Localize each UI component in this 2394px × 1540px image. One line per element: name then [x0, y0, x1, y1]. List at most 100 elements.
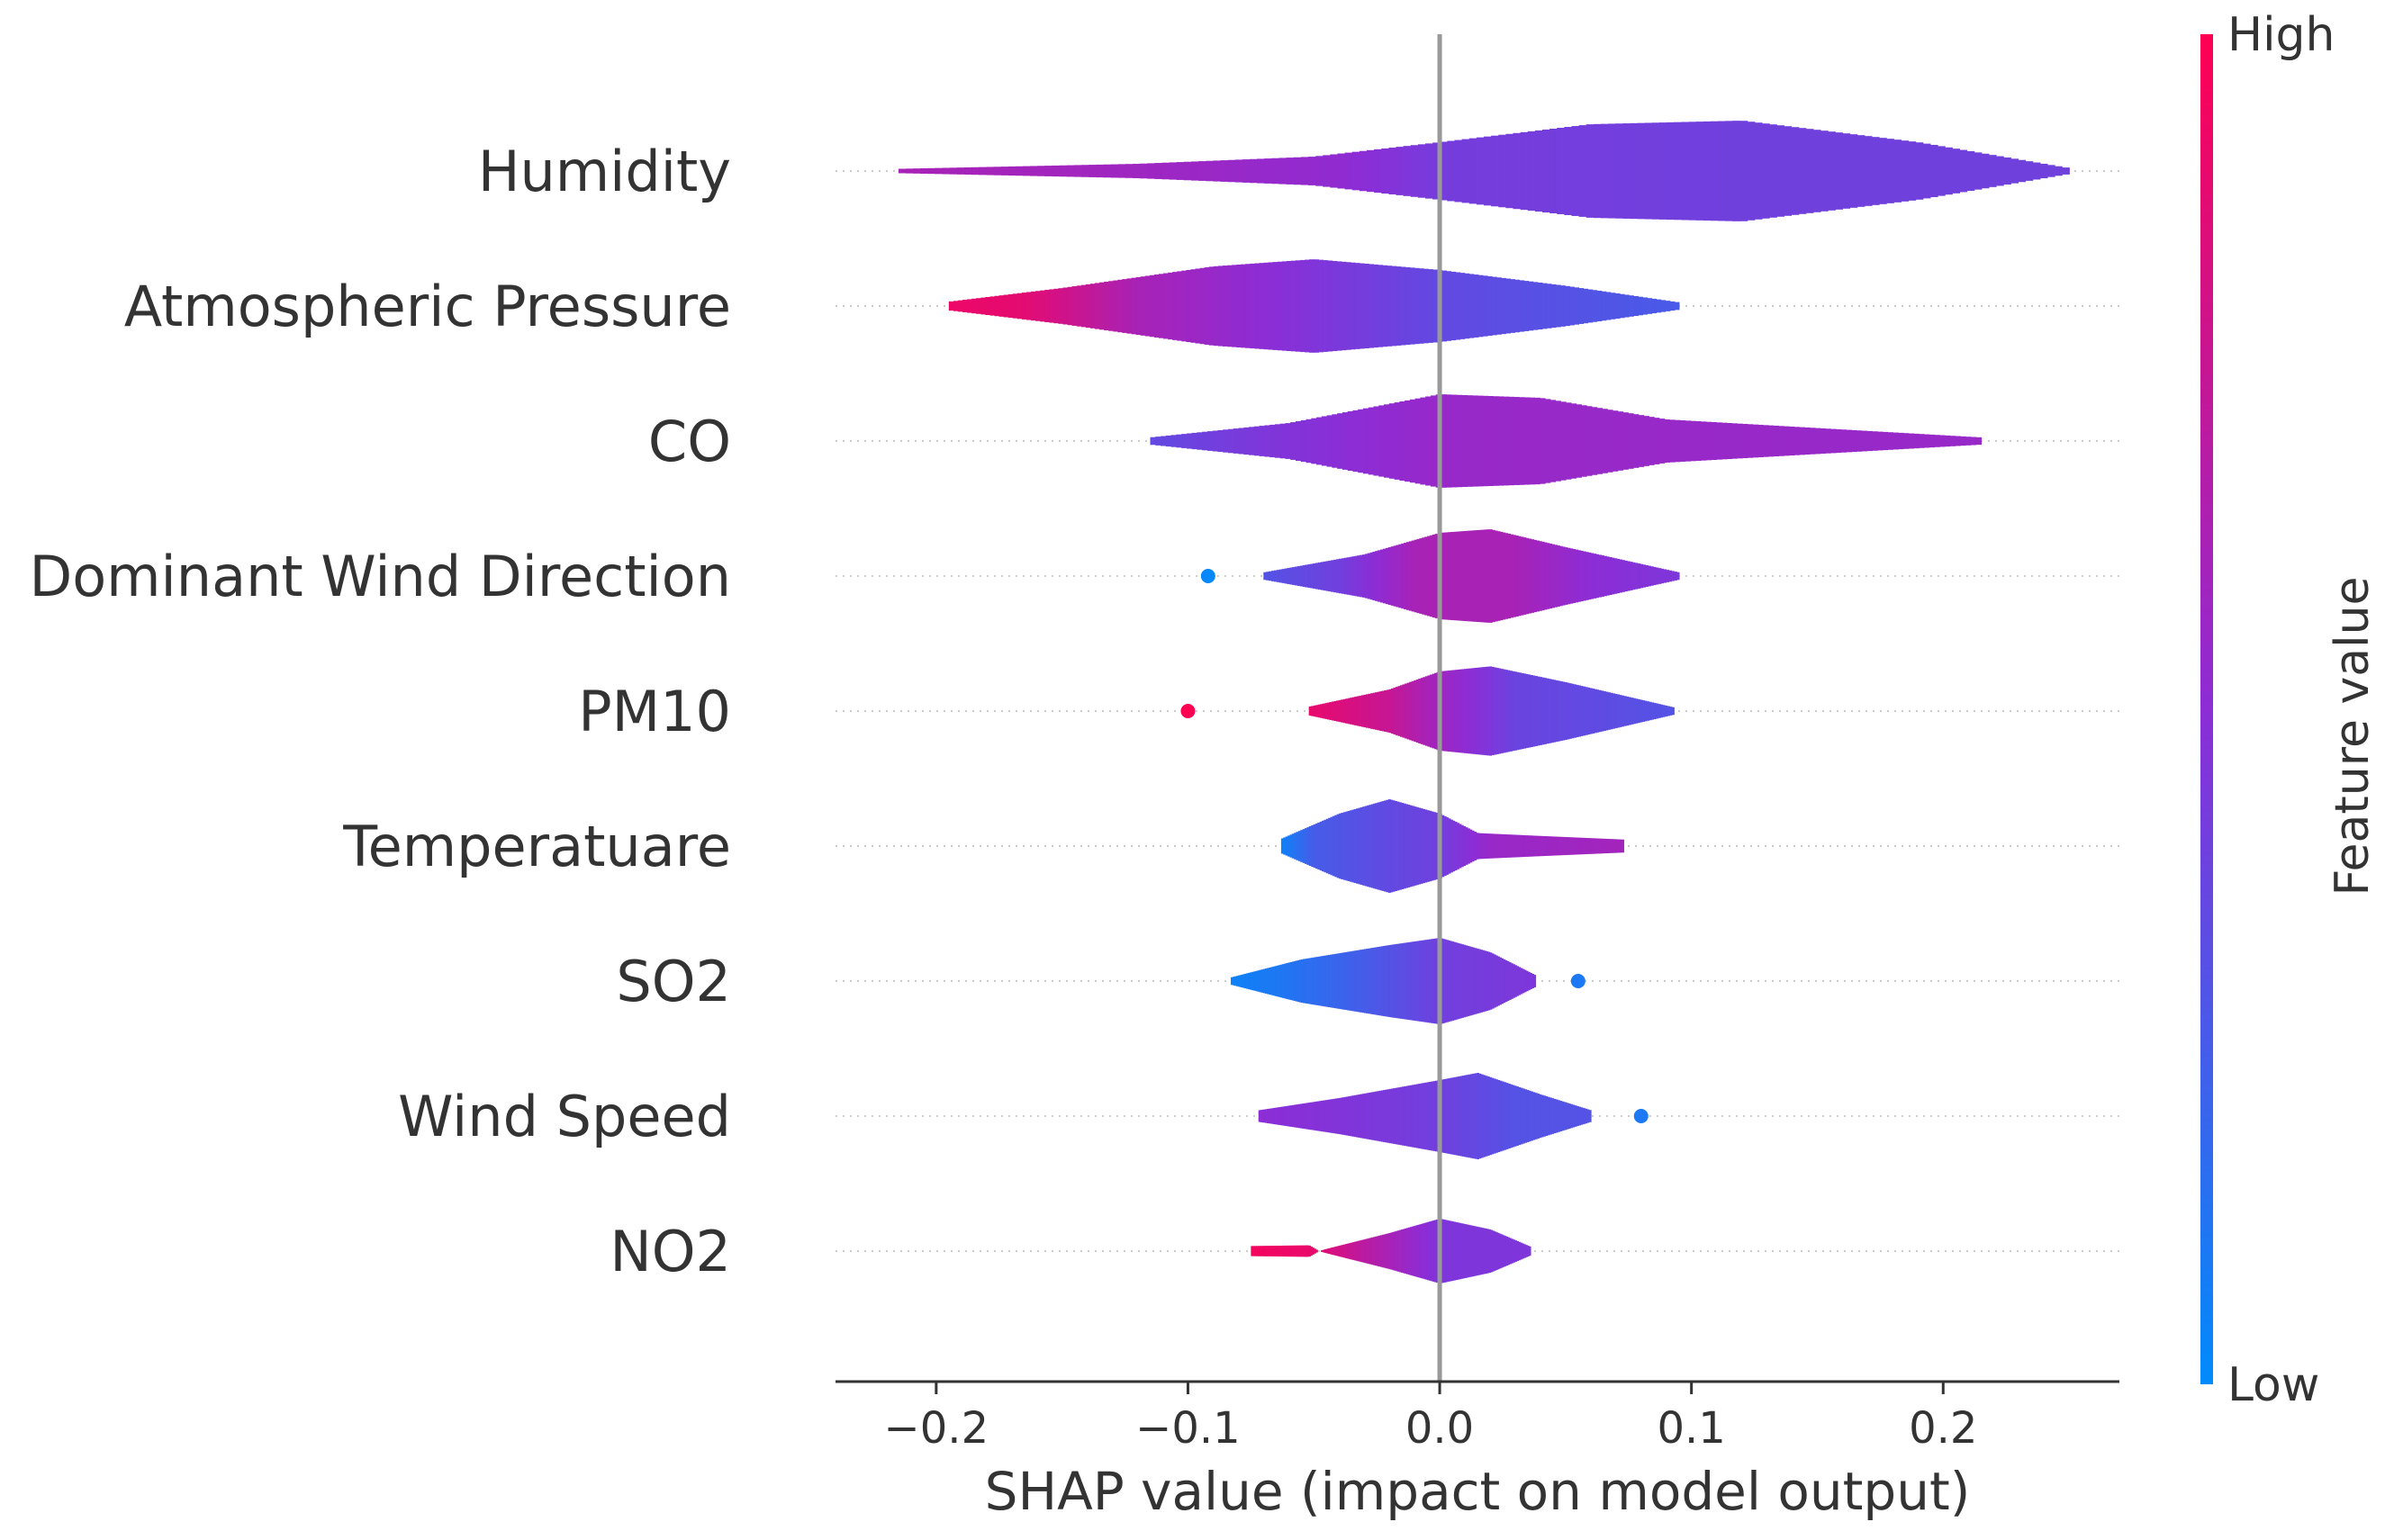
- violin-slice: [1791, 127, 1800, 215]
- violin-slice: [1236, 976, 1240, 986]
- violin-slice: [1685, 420, 1692, 462]
- violin-slice: [1267, 968, 1270, 995]
- violin-slice: [1525, 673, 1529, 749]
- violin-slice: [1346, 557, 1351, 595]
- violin-slice: [1345, 1096, 1349, 1136]
- violin-slice: [1375, 803, 1378, 889]
- violin-slice: [1153, 275, 1160, 338]
- violin-slice: [1329, 1099, 1333, 1133]
- violin-slice: [1773, 425, 1780, 457]
- violin-slice: [1276, 965, 1279, 997]
- violin-slice: [1878, 138, 1887, 204]
- violin-slice: [1421, 940, 1424, 1022]
- violin-slice: [1350, 1242, 1353, 1260]
- violin-slice: [1552, 680, 1557, 743]
- violin-slice: [1455, 1076, 1459, 1156]
- violin-slice: [1412, 1085, 1415, 1148]
- violin-slice: [1627, 561, 1631, 591]
- violin-slice: [1995, 156, 2004, 186]
- violin-temperatuare: [1280, 799, 1624, 893]
- violin-slice: [1387, 799, 1391, 893]
- violin-slice: [1292, 567, 1296, 585]
- violin-slice: [1154, 163, 1163, 179]
- violin-slice: [1364, 554, 1369, 599]
- violin-slice: [1608, 839, 1612, 853]
- violin-slice: [1549, 400, 1557, 482]
- violin-slice: [1441, 939, 1445, 1023]
- violin-slice: [1468, 530, 1472, 622]
- violin-slice: [1423, 1222, 1427, 1280]
- violin-slice: [1489, 529, 1493, 623]
- violin-slice: [1536, 540, 1540, 612]
- violin-slice: [1310, 958, 1314, 1004]
- violin-slice: [1508, 396, 1514, 486]
- violin-slice: [1469, 829, 1473, 863]
- violin-slice: [1336, 700, 1340, 722]
- violin-slice: [1362, 1239, 1366, 1263]
- violin-slice: [1651, 298, 1658, 314]
- violin-slice: [1108, 281, 1115, 331]
- violin-slice: [1405, 266, 1411, 346]
- violin-slice: [1581, 405, 1587, 477]
- violin-slice: [1507, 834, 1512, 858]
- violin-slice: [1279, 964, 1283, 998]
- violin-slice: [1202, 431, 1208, 451]
- violin-slice: [1230, 977, 1233, 986]
- violin-slice: [1426, 536, 1431, 617]
- violin-slice: [1413, 1226, 1416, 1276]
- violin-slice: [1534, 397, 1540, 485]
- violin-slice: [1477, 833, 1481, 860]
- violin-slice: [1062, 287, 1069, 325]
- violin-slice: [1299, 1103, 1303, 1129]
- violin-slice: [1191, 432, 1198, 450]
- violin-slice: [1604, 838, 1607, 854]
- violin-slice: [1362, 1094, 1366, 1139]
- violin-slice: [1336, 814, 1340, 878]
- violin-slice: [1258, 1246, 1260, 1256]
- violin-slice: [1757, 424, 1764, 458]
- violin-slice: [1601, 291, 1607, 321]
- violin-slice: [1505, 133, 1514, 209]
- violin-slice: [1564, 547, 1568, 605]
- violin-slice: [1598, 689, 1602, 733]
- violin-slice: [1477, 1227, 1481, 1275]
- violin-slice: [1668, 570, 1672, 582]
- violin-slice: [1662, 705, 1666, 717]
- violin-slice: [1641, 700, 1645, 722]
- violin-slice: [1467, 1224, 1470, 1278]
- violin-slice: [1574, 287, 1579, 325]
- colorbar-high-label: High: [2227, 8, 2335, 62]
- violin-slice: [1937, 146, 1946, 196]
- violin-slice: [1311, 825, 1314, 868]
- violin-slice: [1522, 1088, 1525, 1144]
- violin-slice: [1150, 437, 1157, 446]
- violin-slice: [1369, 1238, 1372, 1265]
- violin-slice: [1366, 149, 1375, 193]
- violin-slice: [1396, 1230, 1399, 1272]
- violin-slice: [1428, 939, 1432, 1023]
- violin-slice: [1530, 1091, 1534, 1141]
- violin-slice: [1518, 967, 1522, 995]
- violin-slice: [1333, 1098, 1336, 1134]
- violin-slice: [1294, 833, 1297, 860]
- violin-slice: [1462, 944, 1466, 1018]
- violin-slice: [1356, 808, 1360, 884]
- violin-slice: [1347, 698, 1351, 725]
- violin-slice: [1485, 1076, 1488, 1157]
- violin-slice: [1887, 432, 1893, 450]
- violin-slice: [1283, 837, 1287, 855]
- violin-slice: [1290, 1245, 1294, 1257]
- violin-slice: [1385, 1089, 1388, 1143]
- violin-slice: [971, 167, 980, 176]
- violin-slice: [949, 167, 958, 175]
- violin-slice: [1305, 564, 1309, 588]
- violin-slice: [1400, 943, 1404, 1019]
- violin-slice: [1541, 677, 1545, 745]
- violin-slice: [1503, 396, 1510, 486]
- violin-slice: [1181, 270, 1188, 342]
- violin-slice: [1541, 835, 1546, 857]
- violin-slice: [1461, 139, 1470, 203]
- violin-slice: [1125, 164, 1134, 178]
- violin-slice: [1350, 698, 1353, 725]
- violin-slice: [1566, 1103, 1569, 1130]
